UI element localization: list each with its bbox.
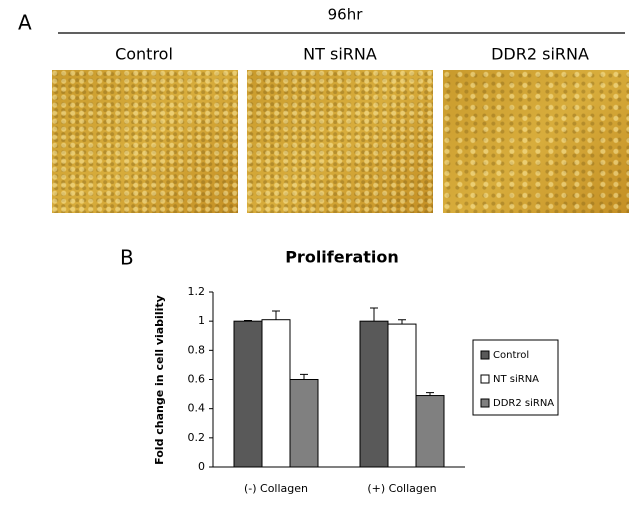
- error-bar: [370, 307, 378, 322]
- error-bar: [426, 392, 434, 396]
- y-tick-label: 0.8: [188, 343, 206, 356]
- legend-label: NT siRNA: [493, 374, 539, 385]
- bar: [387, 323, 417, 468]
- legend-label: Control: [493, 350, 529, 361]
- y-tick-label: 0.6: [188, 373, 206, 386]
- bar: [289, 379, 319, 468]
- bar: [261, 319, 291, 468]
- bar: [359, 320, 389, 468]
- y-tick-label: 0: [198, 460, 205, 473]
- micrograph-ddr2: [443, 70, 629, 213]
- column-label: Control: [115, 45, 173, 64]
- micrograph-control: [52, 70, 238, 213]
- chart-title: Proliferation: [285, 248, 399, 267]
- legend-label: DDR2 siRNA: [493, 398, 554, 409]
- column-label: NT siRNA: [303, 45, 377, 64]
- y-axis-label: Fold change in cell viability: [153, 295, 166, 465]
- micrograph-nt: [247, 70, 433, 213]
- error-bar: [272, 310, 280, 320]
- legend-swatch: [480, 350, 490, 360]
- panel-label: B: [120, 246, 134, 270]
- error-bar: [398, 319, 406, 325]
- x-tick-label: (-) Collagen: [244, 482, 308, 495]
- bar: [415, 395, 445, 468]
- x-tick-label: (+) Collagen: [367, 482, 436, 495]
- y-tick-label: 1.2: [188, 285, 206, 298]
- error-bar: [244, 319, 252, 322]
- legend-swatch: [480, 398, 490, 408]
- error-bar: [300, 373, 308, 380]
- time-label: 96hr: [328, 6, 364, 24]
- column-label: DDR2 siRNA: [491, 45, 589, 64]
- y-tick-label: 1: [198, 314, 205, 327]
- legend-swatch: [480, 374, 490, 384]
- y-tick-label: 0.4: [188, 402, 206, 415]
- y-tick-label: 0.2: [188, 431, 206, 444]
- panel-label: A: [18, 11, 32, 35]
- bar: [233, 320, 263, 468]
